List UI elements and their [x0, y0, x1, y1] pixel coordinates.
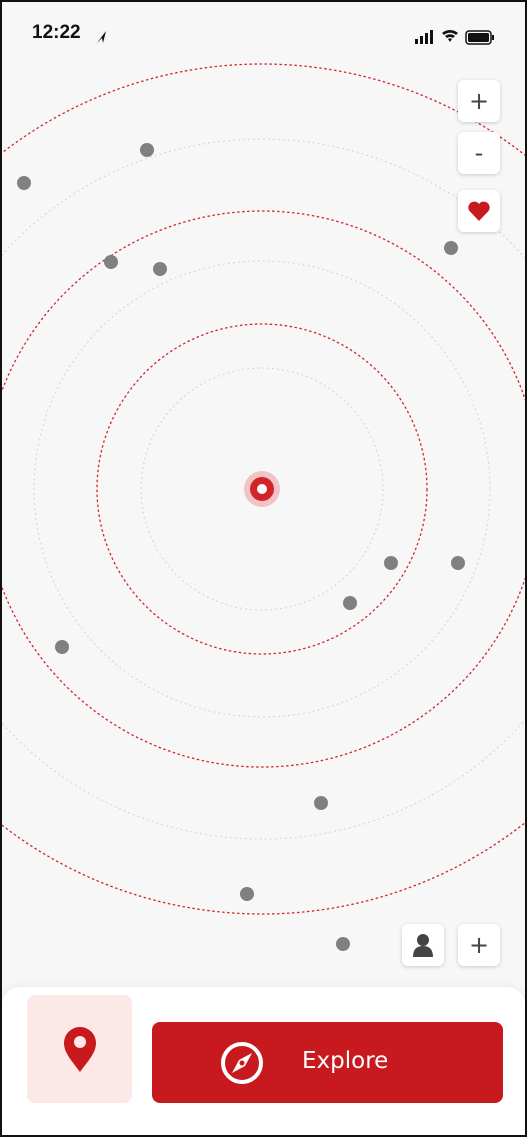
nearby-user[interactable]	[104, 255, 118, 269]
zoom-in-button[interactable]: +	[458, 80, 500, 122]
nearby-user[interactable]	[384, 556, 398, 570]
status-icons	[97, 29, 494, 45]
nearby-user[interactable]	[55, 640, 69, 654]
nearby-user[interactable]	[336, 937, 350, 951]
nearby-user[interactable]	[451, 556, 465, 570]
nearby-user[interactable]	[343, 596, 357, 610]
range-ring	[33, 260, 491, 718]
heart-icon	[468, 201, 490, 221]
range-ring	[2, 63, 525, 915]
zoom-out-button[interactable]: -	[458, 132, 500, 174]
person-icon	[413, 934, 433, 957]
explore-label: Explore	[302, 1048, 389, 1074]
favorites-button[interactable]	[458, 190, 500, 232]
bottom-panel: Explore	[2, 987, 525, 1135]
nearby-user[interactable]	[314, 796, 328, 810]
add-button[interactable]: +	[458, 924, 500, 966]
nearby-user[interactable]	[240, 887, 254, 901]
my-location-center	[257, 484, 267, 494]
explore-button[interactable]: Explore	[152, 1022, 503, 1103]
profile-button[interactable]	[402, 924, 444, 966]
range-ring	[140, 367, 384, 611]
status-time: 12:22	[32, 22, 81, 43]
nearby-user[interactable]	[140, 143, 154, 157]
location-button[interactable]	[27, 995, 132, 1103]
nearby-user[interactable]	[444, 241, 458, 255]
range-ring	[2, 210, 525, 768]
nearby-user[interactable]	[17, 176, 31, 190]
pin-icon	[63, 1027, 96, 1072]
range-ring	[96, 323, 428, 655]
nearby-user[interactable]	[153, 262, 167, 276]
compass-icon	[221, 1042, 263, 1084]
